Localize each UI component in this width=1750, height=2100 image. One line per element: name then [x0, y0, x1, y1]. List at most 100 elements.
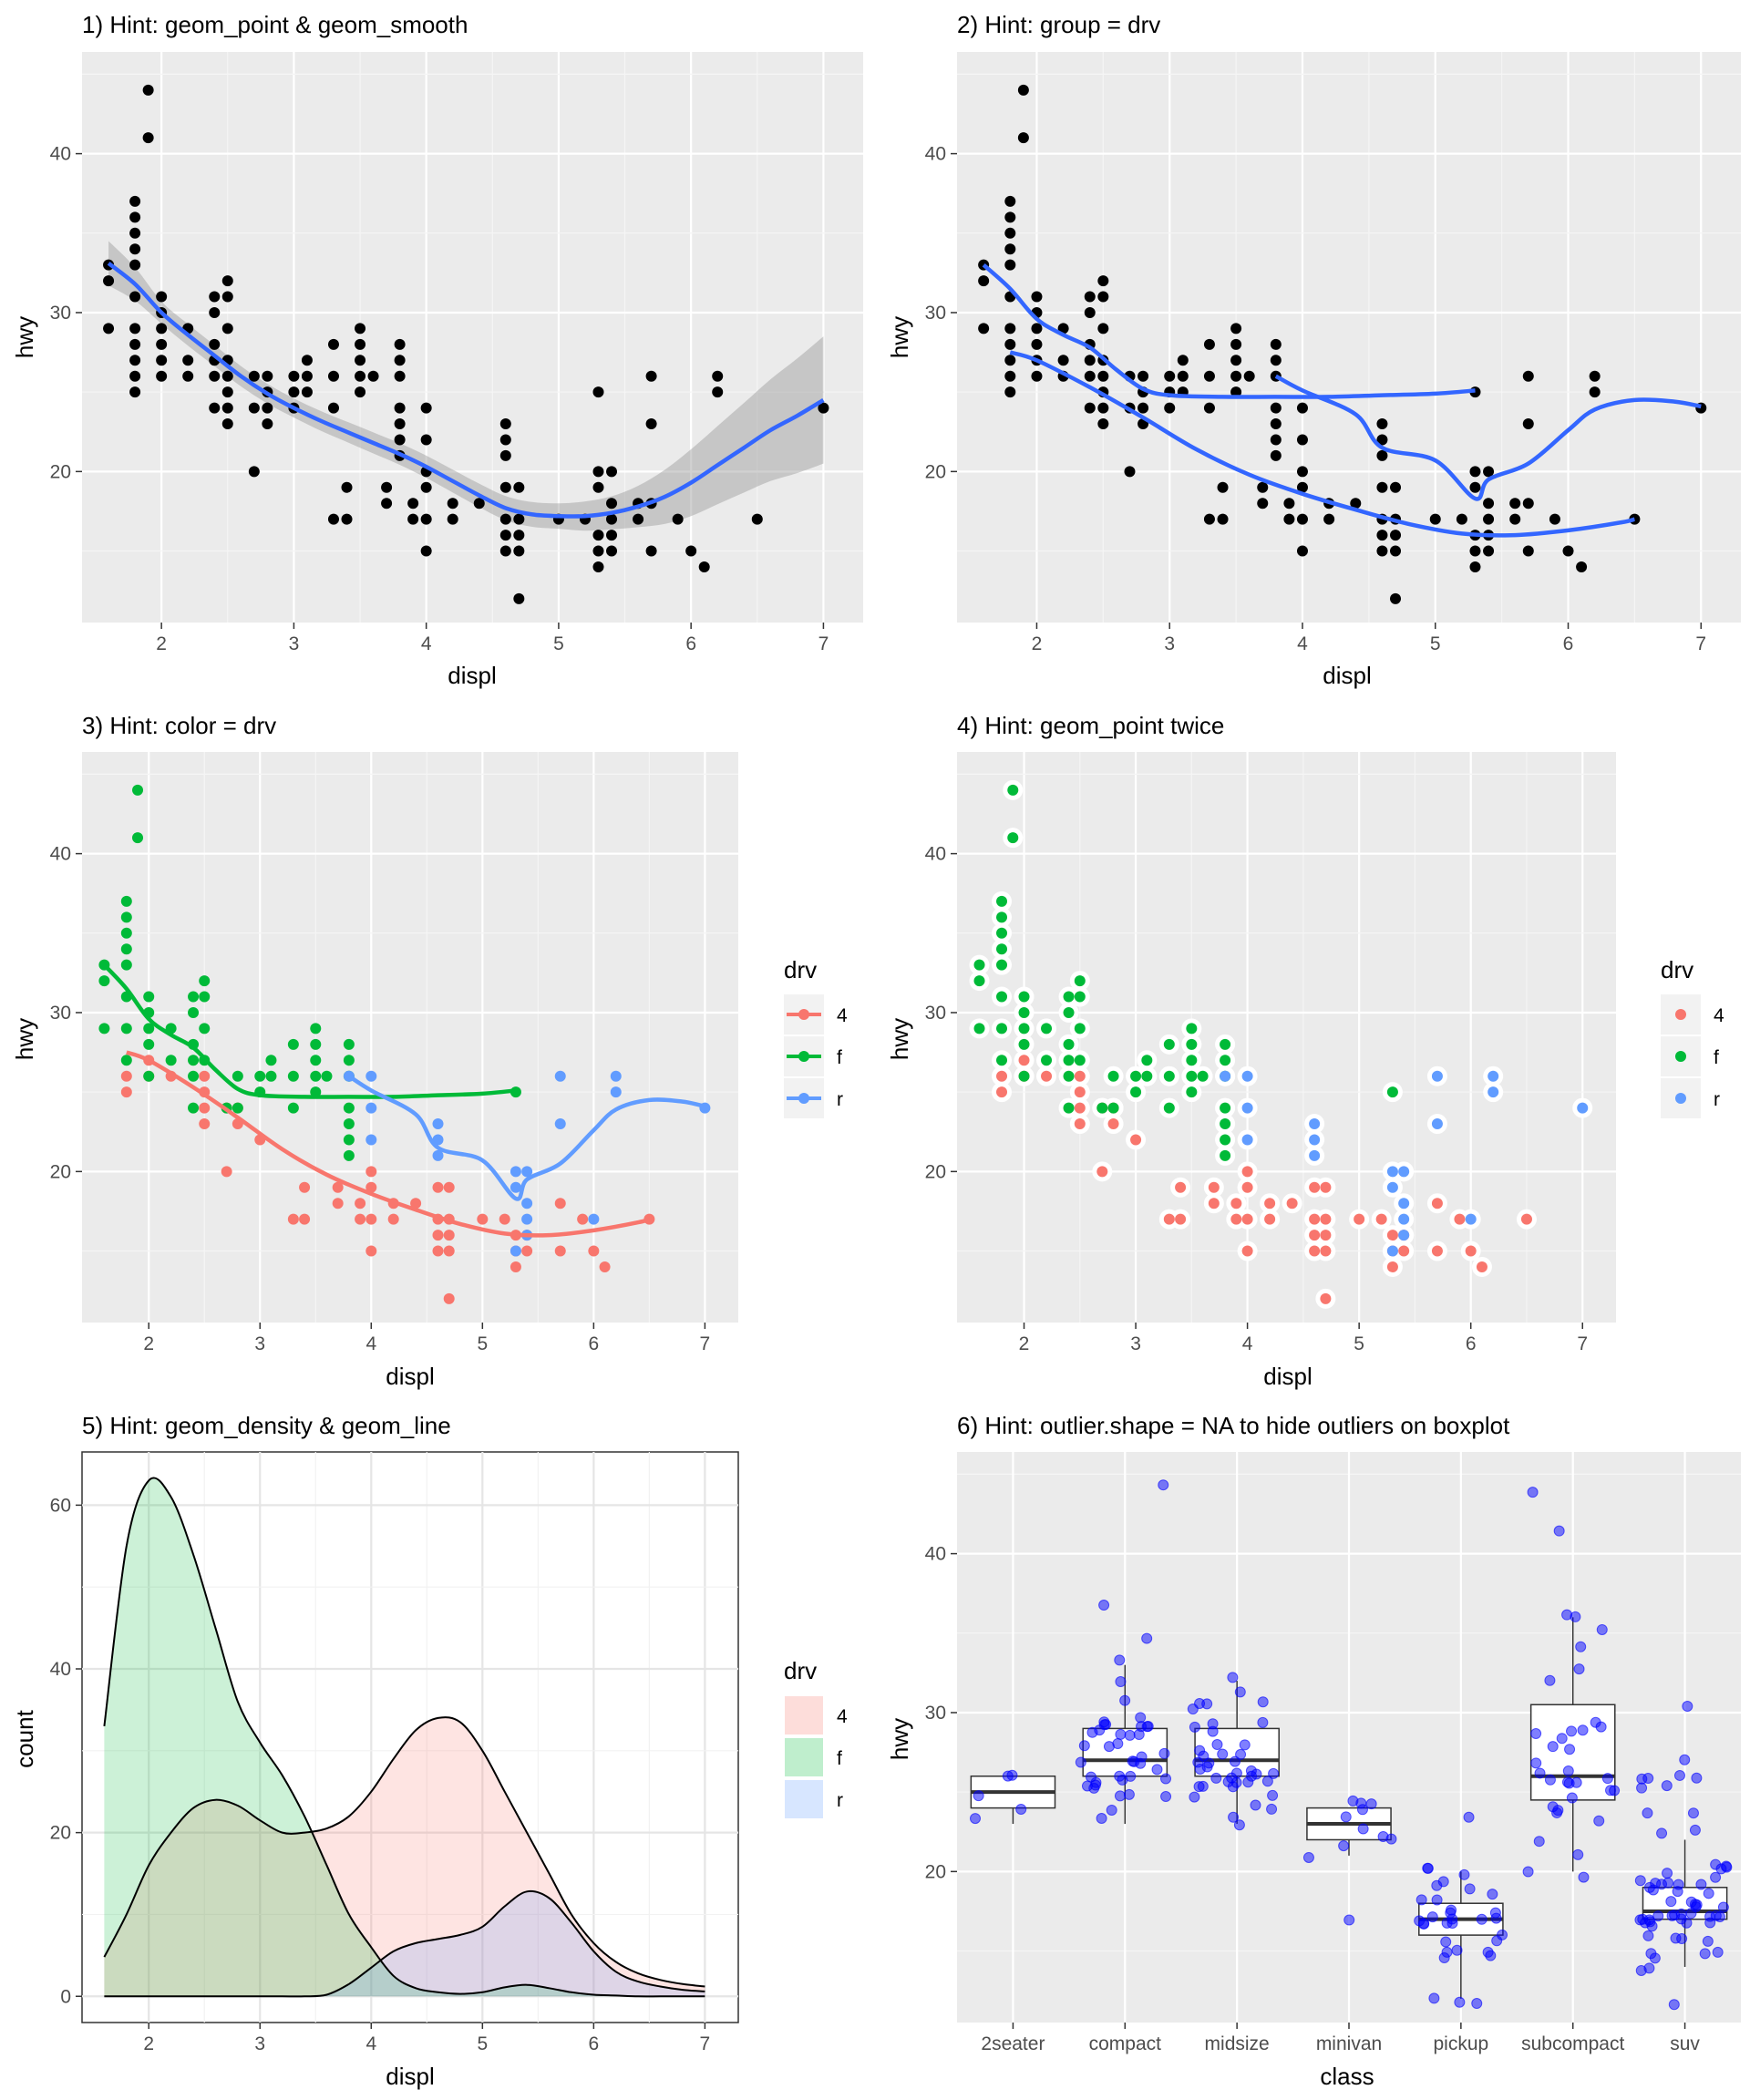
data-point-4	[120, 1070, 132, 1082]
data-point	[420, 402, 432, 414]
panel-5-legend: 4 fr	[784, 1695, 848, 1819]
x-tick-label: 5	[477, 2033, 488, 2054]
data-point	[1469, 545, 1481, 557]
jitter-point	[1454, 1996, 1466, 2008]
jitter-point	[1703, 1888, 1714, 1899]
data-point-4	[1041, 1070, 1053, 1082]
data-point	[262, 402, 273, 414]
data-point-4	[1309, 1181, 1321, 1193]
data-point-r	[1488, 1086, 1499, 1098]
data-point	[513, 530, 525, 541]
x-tick-label: 4	[1297, 633, 1308, 654]
data-point-r	[1398, 1198, 1410, 1210]
data-point-4	[1431, 1198, 1443, 1210]
data-point	[606, 530, 618, 541]
data-point	[129, 243, 141, 255]
data-point-f	[199, 975, 211, 987]
jitter-point	[973, 1790, 984, 1802]
data-point	[129, 259, 141, 271]
y-tick-label: 40	[925, 1544, 946, 1565]
jitter-point	[1217, 1748, 1229, 1760]
data-point	[592, 545, 604, 557]
data-point-r	[554, 1118, 566, 1130]
data-point	[327, 402, 339, 414]
y-tick-label: 30	[50, 1003, 71, 1024]
data-point-4	[332, 1198, 344, 1210]
data-point-4	[1320, 1245, 1332, 1257]
jitter-point	[1338, 1840, 1350, 1852]
data-point	[355, 386, 366, 398]
jitter-point	[1609, 1785, 1621, 1796]
jitter-point	[1642, 1773, 1654, 1785]
data-point-f	[310, 1023, 322, 1035]
data-point-f	[1220, 1118, 1231, 1130]
data-point	[1576, 561, 1588, 572]
x-tick-label: 3	[289, 633, 300, 654]
jitter-point	[1463, 1811, 1475, 1823]
data-point-4	[1175, 1181, 1187, 1193]
data-point	[355, 323, 366, 335]
jitter-point	[1201, 1698, 1213, 1710]
panel-5-legend-title: drv	[784, 1657, 817, 1684]
jitter-point	[1530, 1757, 1542, 1769]
jitter-point	[1211, 1739, 1223, 1751]
jitter-point	[1673, 1769, 1685, 1781]
data-point	[1390, 530, 1402, 541]
x-tick-label: 2	[156, 633, 167, 654]
data-point	[1230, 370, 1242, 382]
jitter-point	[1340, 1811, 1352, 1823]
jitter-point	[1679, 1754, 1691, 1765]
jitter-point	[1562, 1765, 1574, 1777]
data-point	[1390, 481, 1402, 493]
data-point-f	[287, 1070, 299, 1082]
x-tick-label: 4	[365, 1333, 376, 1354]
jitter-point	[1246, 1770, 1258, 1782]
data-point-r	[1398, 1166, 1410, 1178]
data-point	[1469, 481, 1481, 493]
jitter-point	[1593, 1815, 1605, 1827]
data-point	[447, 513, 458, 525]
jitter-point	[1662, 1868, 1673, 1879]
x-tick-label: 4	[1242, 1333, 1253, 1354]
data-point-4	[1320, 1230, 1332, 1241]
data-point	[1270, 449, 1282, 461]
data-point-4	[1309, 1213, 1321, 1225]
data-point-f	[996, 943, 1008, 955]
jitter-point	[1699, 1948, 1711, 1960]
jitter-point	[1234, 1686, 1246, 1698]
data-point-f	[1107, 1070, 1119, 1082]
data-point	[156, 355, 168, 366]
data-point-f	[310, 1055, 322, 1066]
jitter-point	[1547, 1741, 1559, 1753]
x-tick-label: 6	[1563, 633, 1574, 654]
data-point-f	[1141, 1055, 1153, 1066]
jitter-point	[1343, 1914, 1355, 1926]
data-point	[1177, 355, 1189, 366]
data-point-f	[1018, 1038, 1030, 1050]
data-point	[447, 498, 458, 510]
data-point-f	[287, 1038, 299, 1050]
data-point	[1376, 434, 1388, 446]
data-point-4	[199, 1118, 211, 1130]
data-point	[499, 545, 511, 557]
data-point-4	[1431, 1245, 1443, 1257]
data-point	[103, 323, 115, 335]
jitter-point	[1302, 1851, 1314, 1863]
data-point-r	[554, 1070, 566, 1082]
panel-2-background	[957, 52, 1741, 623]
jitter-point	[1160, 1791, 1172, 1803]
data-point	[355, 370, 366, 382]
data-point-r	[365, 1134, 377, 1146]
jitter-point	[1002, 1770, 1014, 1782]
data-point-4	[355, 1198, 366, 1210]
data-point-4	[1230, 1213, 1242, 1225]
x-tick-label: 2	[1032, 633, 1043, 654]
data-point-f	[343, 1102, 355, 1114]
panel-6-title: 6) Hint: outlier.shape = NA to hide outl…	[957, 1412, 1510, 1439]
data-point	[221, 418, 233, 430]
data-point	[248, 402, 260, 414]
data-point-4	[443, 1292, 455, 1304]
data-point	[209, 338, 221, 350]
data-point	[606, 513, 618, 525]
data-point	[1522, 545, 1534, 557]
